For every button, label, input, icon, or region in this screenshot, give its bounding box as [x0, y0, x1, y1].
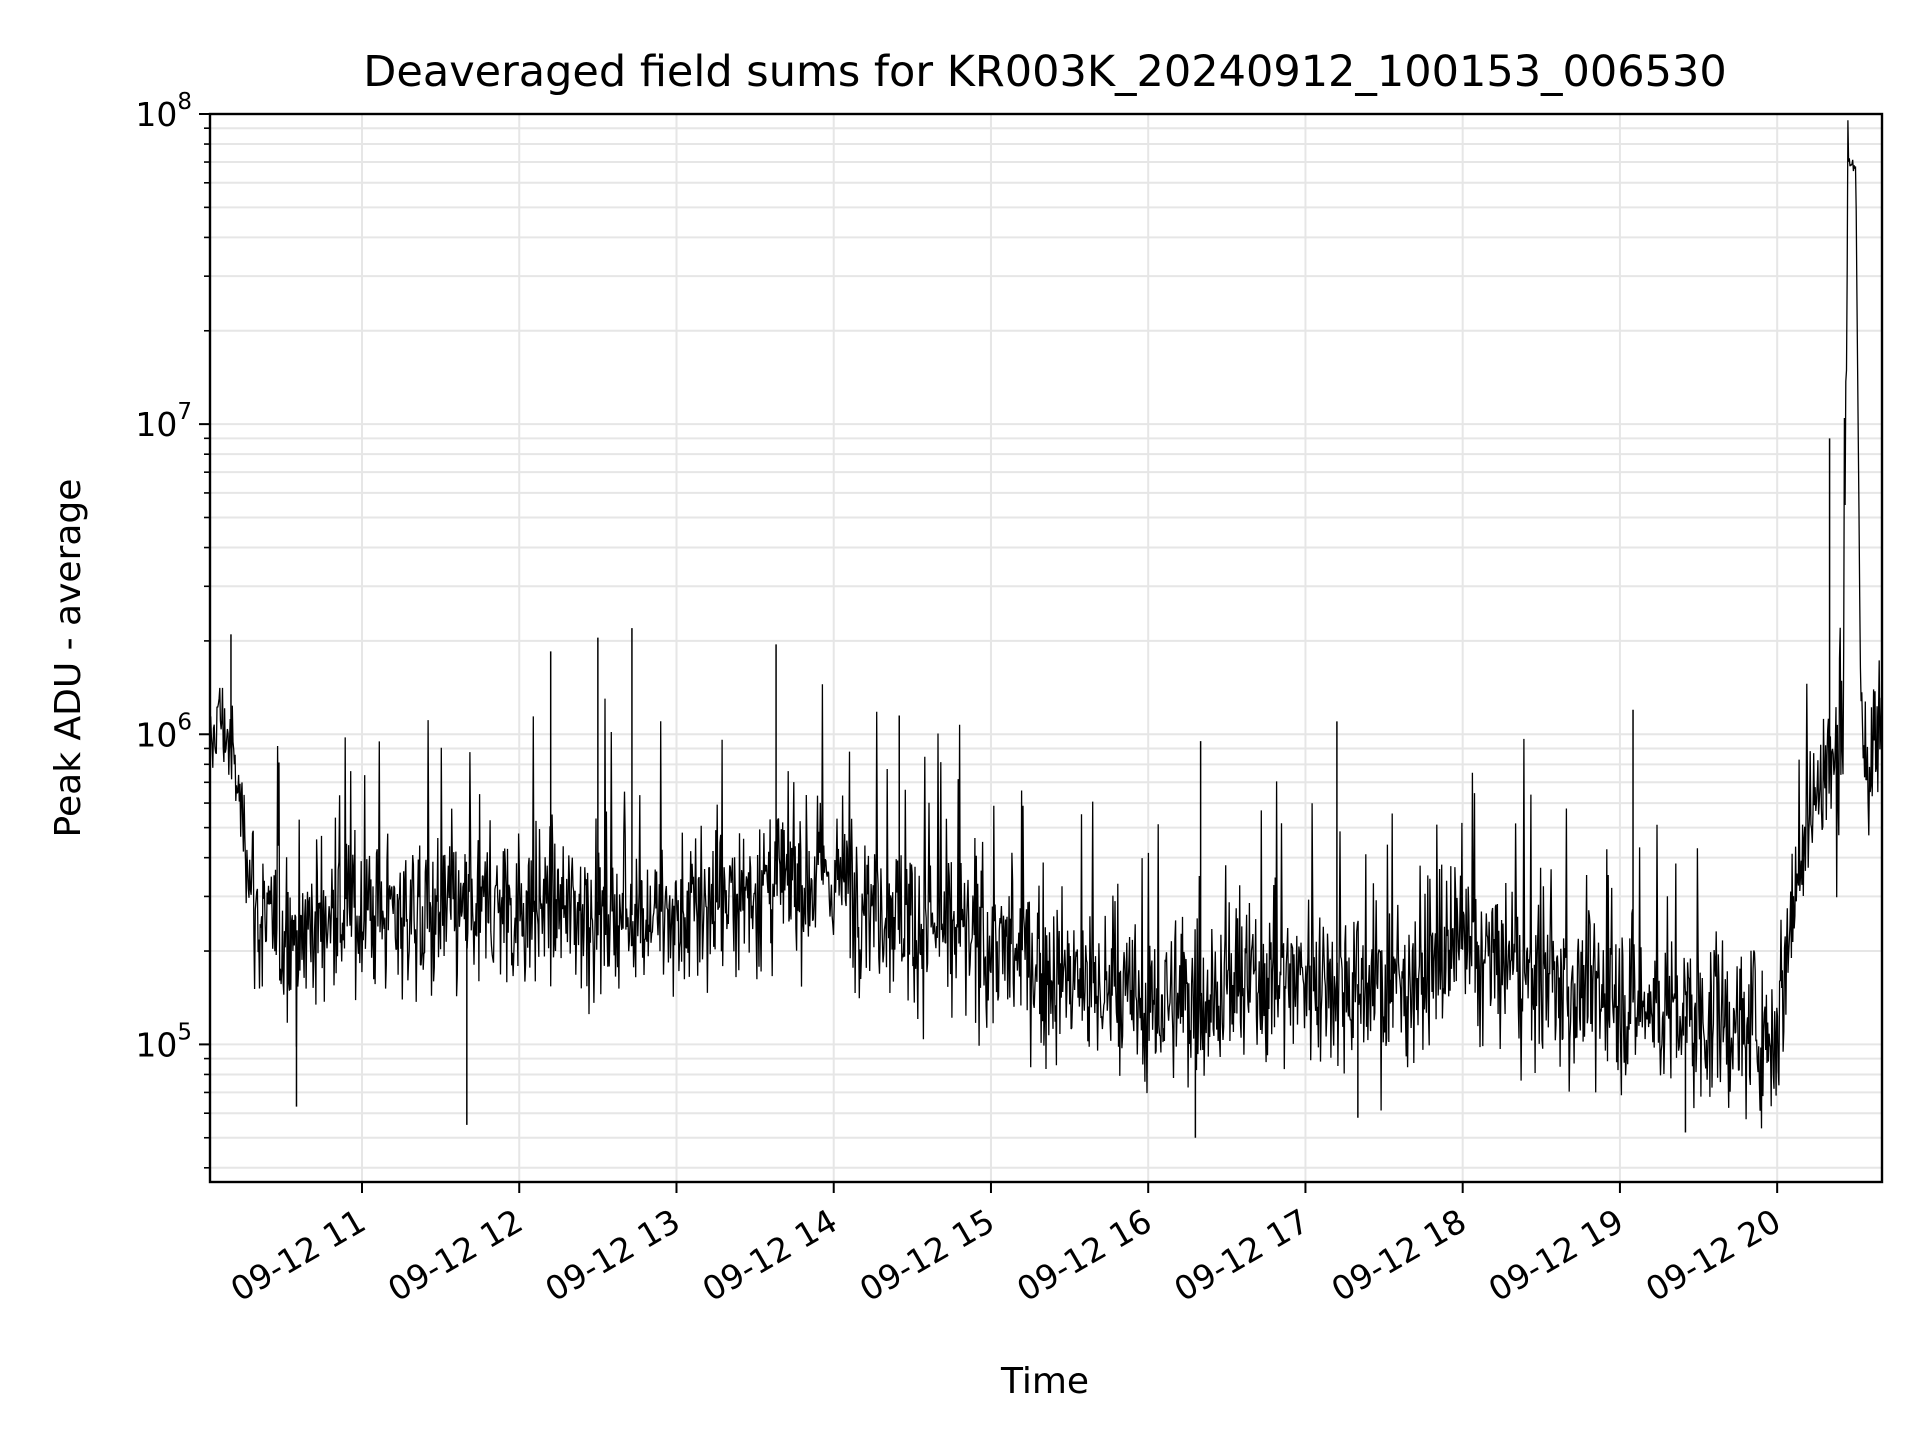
chart-title: Deaveraged field sums for KR003K_2024091…: [363, 47, 1726, 97]
x-axis: 09-12 11 09-12 12 09-12 13 09-12 14 09-12 15…: [224, 1182, 1787, 1309]
plot-area: [209, 120, 1883, 1138]
y-axis: 105 106 107 108: [135, 89, 210, 1169]
x-tick-label: 09-12 18: [1325, 1201, 1473, 1309]
y-axis-label: Peak ADU - average: [48, 479, 89, 838]
plot-frame: [208, 112, 1884, 1184]
y-tick-label: 108: [135, 89, 192, 134]
x-tick-label: 09-12 14: [696, 1201, 844, 1309]
y-tick-label: 107: [135, 399, 192, 444]
x-tick-label: 09-12 16: [1010, 1201, 1158, 1309]
x-axis-label: Time: [1000, 1361, 1089, 1402]
grid: [210, 113, 1882, 1182]
x-tick-label: 09-12 20: [1639, 1201, 1787, 1309]
x-tick-label: 09-12 19: [1482, 1201, 1630, 1309]
series-line: [209, 120, 1883, 1129]
y-tick-label: 105: [135, 1019, 192, 1064]
x-tick-label: 09-12 17: [1167, 1201, 1315, 1309]
x-tick-label: 09-12 12: [381, 1201, 529, 1309]
x-tick-label: 09-12 13: [538, 1201, 686, 1309]
y-tick-label: 106: [135, 709, 192, 754]
x-tick-label: 09-12 15: [853, 1201, 1001, 1309]
x-tick-label: 09-12 11: [224, 1201, 372, 1309]
